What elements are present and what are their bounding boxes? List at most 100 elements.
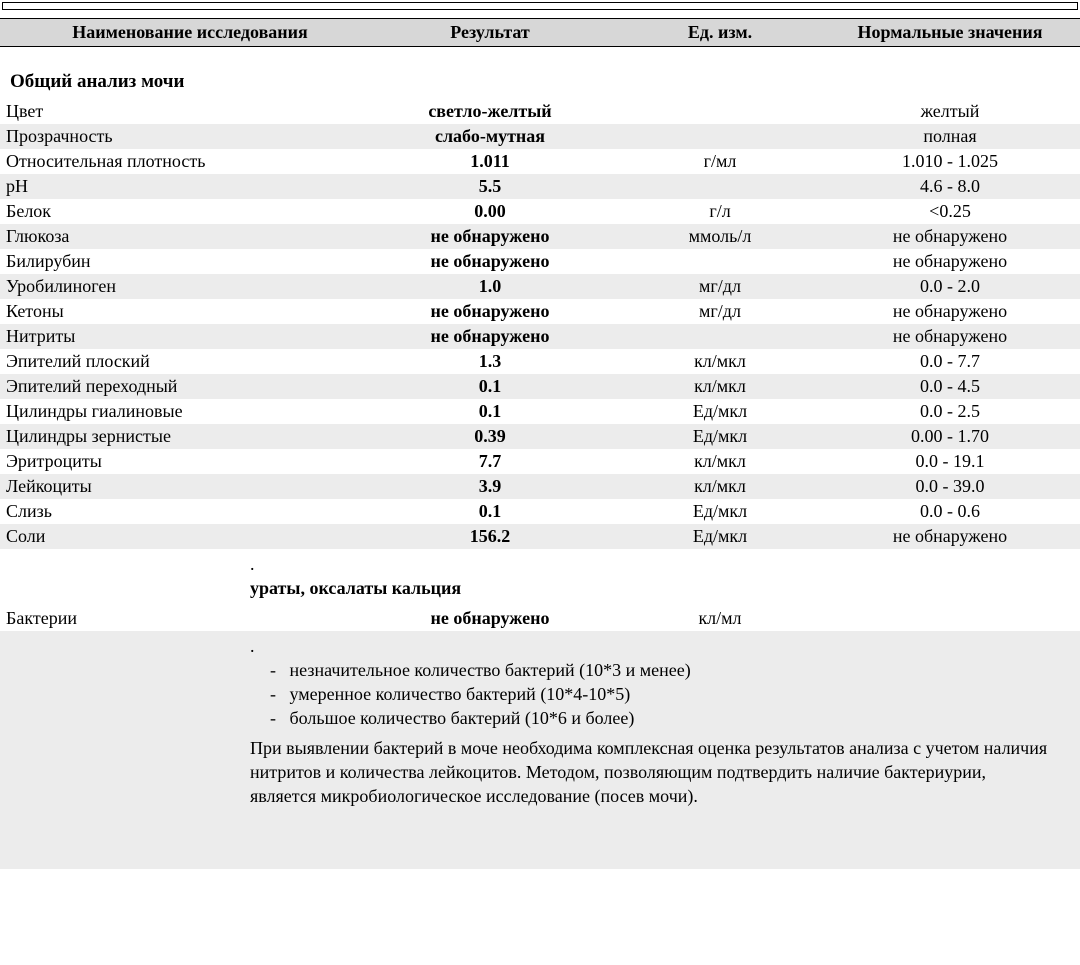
cell-normal: не обнаружено: [820, 326, 1080, 347]
cell-unit: Ед/мкл: [620, 401, 820, 422]
cell-normal: не обнаружено: [820, 251, 1080, 272]
cell-result: 5.5: [360, 176, 620, 197]
header-result: Результат: [360, 22, 620, 43]
table-body: Цветсветло-желтыйжелтыйПрозрачностьслабо…: [0, 99, 1080, 549]
cell-normal: 0.0 - 2.0: [820, 276, 1080, 297]
cell-normal: 0.0 - 7.7: [820, 351, 1080, 372]
cell-name: Слизь: [0, 501, 360, 522]
cell-name: Эритроциты: [0, 451, 360, 472]
table-row: pH5.5 4.6 - 8.0: [0, 174, 1080, 199]
bullet-item: умеренное количество бактерий (10*4-10*5…: [270, 682, 1080, 706]
cell-name: pH: [0, 176, 360, 197]
cell-result: 0.1: [360, 401, 620, 422]
table-row: Кетоныне обнаруженомг/длне обнаружено: [0, 299, 1080, 324]
table-header-row: Наименование исследования Результат Ед. …: [0, 18, 1080, 47]
cell-unit: Ед/мкл: [620, 501, 820, 522]
table-row: Нитритыне обнаруженоне обнаружено: [0, 324, 1080, 349]
cell-normal: желтый: [820, 101, 1080, 122]
cell-normal: 0.0 - 19.1: [820, 451, 1080, 472]
cell-normal: 0.0 - 4.5: [820, 376, 1080, 397]
table-row: Белок0.00г/л<0.25: [0, 199, 1080, 224]
cell-name: Прозрачность: [0, 126, 360, 147]
table-row: Цилиндры гиалиновые0.1Ед/мкл0.0 - 2.5: [0, 399, 1080, 424]
table-row: Эритроциты7.7кл/мкл0.0 - 19.1: [0, 449, 1080, 474]
top-border-box: [2, 2, 1078, 10]
cell-normal: не обнаружено: [820, 301, 1080, 322]
salts-note-text: ураты, оксалаты кальция: [250, 576, 1080, 600]
cell-result: 0.1: [360, 501, 620, 522]
cell-result: 3.9: [360, 476, 620, 497]
cell-name: Соли: [0, 526, 360, 547]
table-row: Слизь0.1Ед/мкл0.0 - 0.6: [0, 499, 1080, 524]
cell-normal: 0.0 - 39.0: [820, 476, 1080, 497]
cell-result: 1.3: [360, 351, 620, 372]
cell-unit: ммоль/л: [620, 226, 820, 247]
cell-result: 1.0: [360, 276, 620, 297]
cell-unit: мг/дл: [620, 276, 820, 297]
cell-normal: <0.25: [820, 201, 1080, 222]
cell-name: Относительная плотность: [0, 151, 360, 172]
cell-result: не обнаружено: [360, 301, 620, 322]
cell-unit: кл/мкл: [620, 376, 820, 397]
section-title: Общий анализ мочи: [0, 47, 1080, 99]
bacteria-note-block: . незначительное количество бактерий (10…: [0, 631, 1080, 869]
cell-unit: кл/мкл: [620, 351, 820, 372]
cell-result: 0.1: [360, 376, 620, 397]
cell-name: Кетоны: [0, 301, 360, 322]
cell-normal: 0.0 - 0.6: [820, 501, 1080, 522]
bacteria-bullets: незначительное количество бактерий (10*3…: [270, 658, 1080, 731]
cell-result: не обнаружено: [360, 251, 620, 272]
cell-normal: 4.6 - 8.0: [820, 176, 1080, 197]
cell-name: Цвет: [0, 101, 360, 122]
salts-note-dot: .: [250, 552, 1080, 576]
table-row: Цилиндры зернистые0.39Ед/мкл0.00 - 1.70: [0, 424, 1080, 449]
table-row: Глюкозане обнаруженоммоль/лне обнаружено: [0, 224, 1080, 249]
cell-normal: не обнаружено: [820, 226, 1080, 247]
cell-unit: Ед/мкл: [620, 426, 820, 447]
cell-name: Цилиндры зернистые: [0, 426, 360, 447]
cell-name: Белок: [0, 201, 360, 222]
cell-name: Билирубин: [0, 251, 360, 272]
cell-name: Цилиндры гиалиновые: [0, 401, 360, 422]
cell-result: не обнаружено: [360, 226, 620, 247]
table-row: Прозрачностьслабо-мутная полная: [0, 124, 1080, 149]
cell-result: слабо-мутная: [360, 126, 620, 147]
cell-normal: 0.00 - 1.70: [820, 426, 1080, 447]
cell-name: Эпителий плоский: [0, 351, 360, 372]
table-row: Уробилиноген1.0мг/дл0.0 - 2.0: [0, 274, 1080, 299]
cell-result: 1.011: [360, 151, 620, 172]
cell-result: не обнаружено: [360, 326, 620, 347]
cell-unit: г/л: [620, 201, 820, 222]
bacteria-note-dot: .: [250, 634, 1080, 658]
bullet-item: незначительное количество бактерий (10*3…: [270, 658, 1080, 682]
cell-result: 7.7: [360, 451, 620, 472]
cell-name: Эпителий переходный: [0, 376, 360, 397]
salts-note: . ураты, оксалаты кальция: [250, 549, 1080, 606]
table-row: Билирубинне обнаруженоне обнаружено: [0, 249, 1080, 274]
cell-name: Лейкоциты: [0, 476, 360, 497]
bacteria-name: Бактерии: [0, 608, 360, 629]
cell-normal: полная: [820, 126, 1080, 147]
cell-normal: 1.010 - 1.025: [820, 151, 1080, 172]
cell-result: 0.39: [360, 426, 620, 447]
table-row: Лейкоциты3.9кл/мкл0.0 - 39.0: [0, 474, 1080, 499]
cell-unit: кл/мкл: [620, 451, 820, 472]
header-unit: Ед. изм.: [620, 22, 820, 43]
cell-result: светло-желтый: [360, 101, 620, 122]
table-row: Эпителий переходный0.1кл/мкл0.0 - 4.5: [0, 374, 1080, 399]
cell-name: Нитриты: [0, 326, 360, 347]
table-row: Соли156.2Ед/мклне обнаружено: [0, 524, 1080, 549]
bacteria-unit: кл/мл: [620, 608, 820, 629]
cell-name: Глюкоза: [0, 226, 360, 247]
table-row: Относительная плотность1.011г/мл1.010 - …: [0, 149, 1080, 174]
cell-unit: Ед/мкл: [620, 526, 820, 547]
cell-normal: 0.0 - 2.5: [820, 401, 1080, 422]
bacteria-result: не обнаружено: [360, 608, 620, 629]
cell-result: 0.00: [360, 201, 620, 222]
cell-result: 156.2: [360, 526, 620, 547]
cell-unit: мг/дл: [620, 301, 820, 322]
cell-name: Уробилиноген: [0, 276, 360, 297]
table-row: Эпителий плоский1.3кл/мкл0.0 - 7.7: [0, 349, 1080, 374]
cell-unit: кл/мкл: [620, 476, 820, 497]
header-normal: Нормальные значения: [820, 22, 1080, 43]
